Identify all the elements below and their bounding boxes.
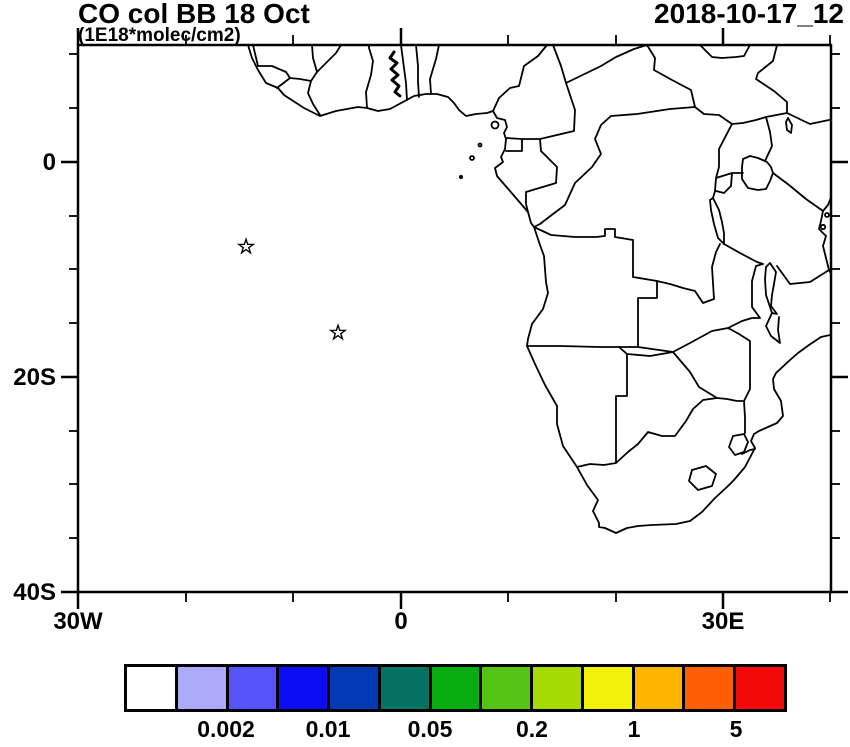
swaziland-outline	[728, 433, 749, 456]
colorbar-cell	[583, 667, 632, 709]
colorbar-cell	[685, 667, 734, 709]
africa-coastline	[247, 45, 831, 534]
colorbar-cell	[228, 667, 277, 709]
country-borders-south	[526, 226, 830, 468]
colorbar-cell	[634, 667, 683, 709]
x-axis-label-30e: 30E	[701, 608, 745, 635]
lake-tanganyika	[709, 197, 725, 245]
colorbar-tick-label: 5	[729, 716, 743, 742]
colorbar-tick-label: 0.05	[407, 716, 453, 742]
lake-victoria	[741, 155, 774, 191]
lake-volta	[388, 50, 402, 98]
sao-tome-island	[469, 155, 475, 161]
y-axis-label-20s: 20S	[13, 364, 56, 391]
x-axis-label-30w: 30W	[53, 608, 103, 635]
colorbar-cell	[736, 667, 784, 709]
lake-turkana	[785, 117, 793, 134]
colorbar-tick-label: 1	[627, 716, 641, 742]
colorbar-cell	[533, 667, 581, 709]
zanzibar-island	[819, 223, 827, 231]
colorbar-cell	[279, 667, 328, 709]
colorbar-cell	[177, 667, 226, 709]
model-timestamp: 2018-10-17_12	[654, 0, 844, 29]
colorbar-cell	[482, 667, 531, 709]
pemba-island	[824, 212, 830, 218]
colorbar-tick-label: 0.2	[516, 716, 548, 742]
colorbar-cell	[330, 667, 378, 709]
lake-malawi	[764, 262, 778, 315]
colorbar-cell	[431, 667, 480, 709]
colorbar-tick-label: 0.002	[197, 716, 255, 742]
plot-title: CO col BB 18 Oct	[78, 0, 310, 29]
y-axis-label-0: 0	[42, 149, 56, 176]
lesotho-outline	[688, 465, 717, 491]
x-axis-label-0: 0	[394, 608, 408, 635]
principe-island	[477, 142, 483, 148]
country-borders-central	[505, 45, 831, 228]
bioko-island	[490, 120, 500, 130]
plot-units-subtitle: (1E18*molec/cm2)	[78, 25, 241, 46]
colorbar-cells	[124, 664, 787, 712]
country-borders-west	[252, 45, 548, 116]
y-axis-label-40s: 40S	[13, 579, 56, 606]
africa-map-outlines	[247, 45, 831, 534]
annobon-island	[458, 174, 464, 180]
colorbar-tick-label: 0.01	[305, 716, 351, 742]
colorbar-cell	[127, 667, 175, 709]
colorbar-cell	[380, 667, 429, 709]
